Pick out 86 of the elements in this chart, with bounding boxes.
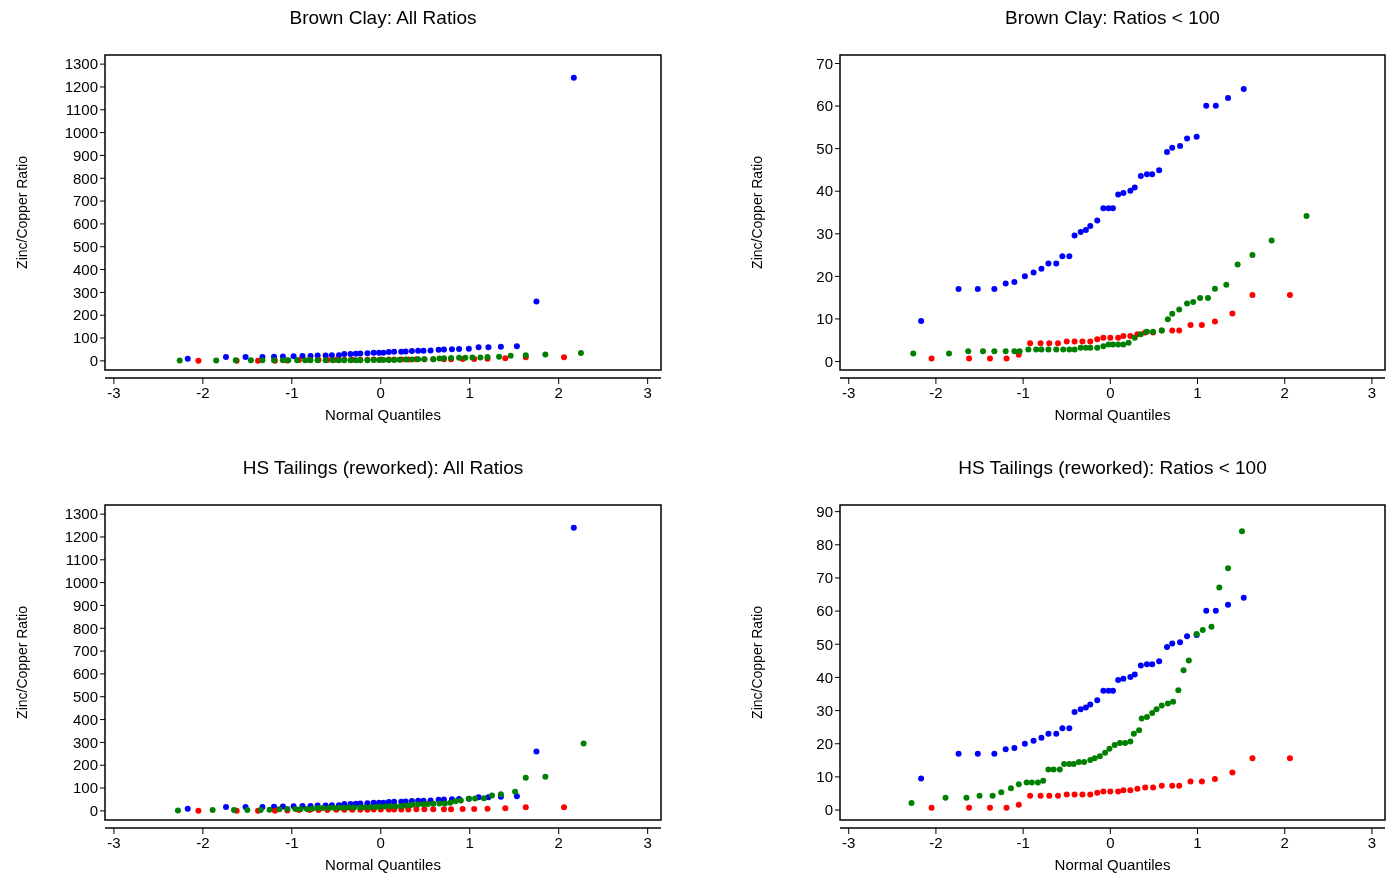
y-tick-label: 30 [816, 701, 833, 719]
y-tick-label: 1300 [64, 55, 98, 73]
y-tick-label: 10 [816, 768, 833, 786]
x-tick-label: 3 [1367, 384, 1377, 401]
y-tick-label: 10 [816, 310, 833, 328]
y-tick-label: 0 [824, 801, 833, 819]
x-tick-label: -3 [842, 384, 856, 401]
y-tick-label: 20 [816, 267, 833, 285]
y-tick-label: 60 [816, 97, 833, 115]
x-tick-label: 2 [554, 834, 563, 851]
x-tick-label: 0 [1106, 384, 1115, 401]
y-axis-title: Zinc/Copper Ratio [749, 155, 765, 269]
x-tick-label: -3 [107, 834, 121, 851]
y-tick-label: 700 [72, 192, 98, 210]
y-axis-title: Zinc/Copper Ratio [14, 605, 30, 719]
x-tick-label: 2 [1280, 834, 1289, 851]
y-tick-label: 200 [72, 756, 98, 774]
y-tick-label: 600 [72, 665, 98, 683]
x-tick-label: 2 [1280, 384, 1289, 401]
y-tick-label: 900 [72, 146, 98, 164]
x-axis-title: Normal Quantiles [325, 856, 441, 873]
x-tick-label: -1 [1016, 384, 1030, 401]
x-axis-title: Normal Quantiles [1054, 856, 1171, 873]
y-tick-label: 50 [816, 635, 833, 653]
y-tick-label: 80 [816, 536, 833, 554]
y-tick-label: 1000 [64, 123, 98, 141]
x-tick-label: 3 [643, 384, 652, 401]
x-tick-label: 0 [1106, 834, 1115, 851]
y-tick-label: 700 [72, 642, 98, 660]
x-tick-label: -2 [929, 834, 943, 851]
y-tick-label: 0 [89, 352, 98, 370]
y-tick-label: 100 [72, 329, 98, 347]
y-tick-label: 500 [72, 237, 98, 255]
x-tick-label: -3 [107, 384, 121, 401]
chart-title: Brown Clay: All Ratios [289, 7, 477, 28]
y-tick-label: 90 [816, 502, 833, 520]
x-tick-label: 1 [1193, 834, 1202, 851]
y-axis-title: Zinc/Copper Ratio [749, 605, 765, 719]
x-tick-label: 2 [554, 384, 563, 401]
y-tick-label: 300 [72, 283, 98, 301]
x-tick-label: -3 [842, 834, 856, 851]
y-axis-title: Zinc/Copper Ratio [14, 155, 30, 269]
y-tick-label: 400 [72, 710, 98, 728]
x-tick-label: -1 [285, 834, 299, 851]
y-tick-label: 0 [824, 352, 833, 370]
y-tick-label: 30 [816, 225, 833, 243]
y-tick-label: 70 [816, 569, 833, 587]
x-tick-label: -2 [929, 384, 943, 401]
x-tick-label: -2 [196, 834, 210, 851]
x-tick-label: -1 [1016, 834, 1030, 851]
y-tick-label: 300 [72, 733, 98, 751]
x-tick-label: 3 [1367, 834, 1377, 851]
y-tick-label: 400 [72, 260, 98, 278]
y-tick-label: 200 [72, 306, 98, 324]
y-tick-label: 500 [72, 687, 98, 705]
y-tick-label: 60 [816, 602, 833, 620]
y-tick-label: 70 [816, 54, 833, 72]
y-tick-label: 900 [72, 596, 98, 614]
chart-title: Brown Clay: Ratios < 100 [1005, 7, 1220, 28]
y-tick-label: 1200 [64, 78, 98, 96]
x-tick-label: 0 [376, 834, 385, 851]
x-axis-title: Normal Quantiles [1054, 406, 1171, 423]
y-tick-label: 20 [816, 734, 833, 752]
y-tick-label: 1300 [64, 505, 98, 523]
x-tick-label: 3 [643, 834, 652, 851]
x-tick-label: -2 [196, 384, 210, 401]
y-tick-label: 1200 [64, 528, 98, 546]
y-tick-label: 1000 [64, 573, 98, 591]
x-tick-label: 1 [465, 384, 474, 401]
chart-title: HS Tailings (reworked): Ratios < 100 [958, 457, 1267, 478]
x-axis-title: Normal Quantiles [325, 406, 441, 423]
y-tick-label: 800 [72, 169, 98, 187]
y-tick-label: 1100 [65, 551, 98, 569]
y-tick-label: 0 [89, 802, 98, 820]
x-tick-label: 0 [376, 384, 385, 401]
chart-title: HS Tailings (reworked): All Ratios [242, 457, 524, 478]
y-tick-label: 100 [72, 779, 98, 797]
x-tick-label: 1 [1193, 384, 1202, 401]
x-tick-label: -1 [285, 384, 299, 401]
x-tick-label: 1 [465, 834, 474, 851]
y-tick-label: 600 [72, 215, 98, 233]
y-tick-label: 1100 [65, 101, 98, 119]
y-tick-label: 50 [816, 139, 833, 157]
y-tick-label: 40 [816, 182, 833, 200]
y-tick-label: 40 [816, 668, 833, 686]
y-tick-label: 800 [72, 619, 98, 637]
